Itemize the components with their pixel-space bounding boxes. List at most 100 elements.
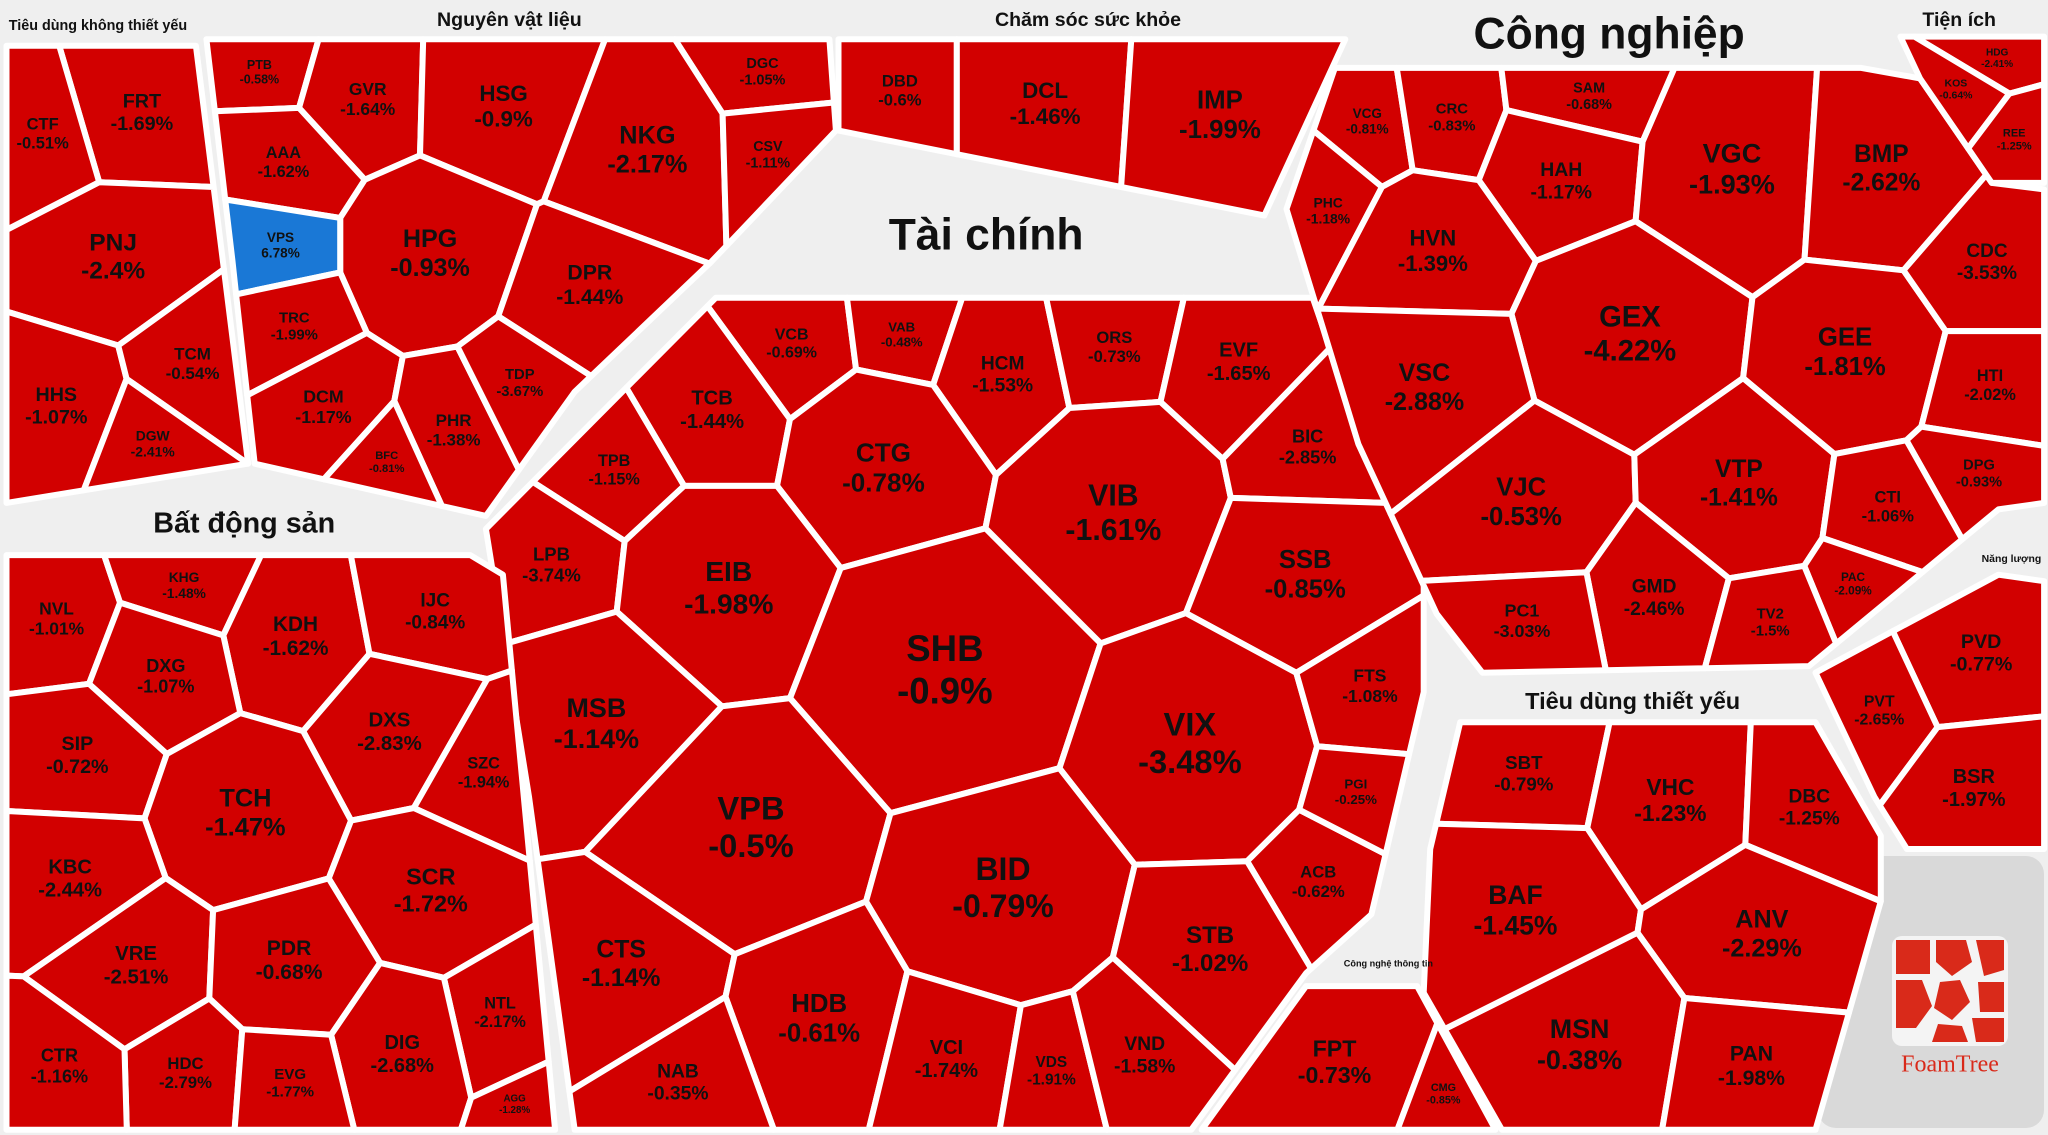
stock-change: -1.47% bbox=[205, 814, 285, 842]
sector-title: Tài chính bbox=[889, 210, 1084, 259]
stock-ticker: CTG bbox=[856, 438, 911, 468]
stock-ticker: HDB bbox=[791, 990, 847, 1018]
stock-change: -2.41% bbox=[131, 443, 175, 459]
stock-change: -1.17% bbox=[295, 407, 352, 427]
stock-ticker: VGC bbox=[1703, 137, 1762, 168]
stock-change: -0.84% bbox=[405, 612, 465, 633]
stock-ticker: TCB bbox=[691, 387, 733, 409]
stock-ticker: VDS bbox=[1036, 1054, 1068, 1071]
stock-ticker: DXS bbox=[368, 709, 410, 731]
sector: VCG-0.81%CRC-0.83%SAM-0.68%HAH-1.17%VGC-… bbox=[1283, 9, 2048, 676]
stock-change: -0.58% bbox=[240, 72, 280, 86]
stock-change: -1.07% bbox=[25, 406, 87, 428]
stock-change: -1.06% bbox=[1862, 508, 1915, 526]
stock-change: -0.9% bbox=[474, 107, 533, 132]
stock-change: -0.64% bbox=[1939, 90, 1973, 102]
stock-change: -0.62% bbox=[1292, 882, 1345, 901]
stock-change: -2.62% bbox=[1842, 169, 1920, 196]
stock-ticker: VCG bbox=[1353, 106, 1382, 121]
stock-cell bbox=[320, 398, 445, 509]
stock-cell bbox=[231, 1026, 358, 1133]
stock-change: -1.77% bbox=[266, 1083, 314, 1100]
stock-change: -3.48% bbox=[1138, 743, 1242, 780]
stock-ticker: FPT bbox=[1313, 1036, 1357, 1062]
stock-change: -0.73% bbox=[1088, 347, 1141, 366]
stock-cell bbox=[3, 972, 130, 1133]
stock-ticker: PAN bbox=[1730, 1042, 1773, 1065]
stock-change: -2.44% bbox=[38, 880, 102, 902]
stock-change: -1.45% bbox=[1473, 911, 1557, 941]
stock-change: -1.44% bbox=[680, 411, 744, 433]
stock-cell bbox=[1296, 743, 1413, 858]
stock-ticker: VHC bbox=[1646, 774, 1694, 800]
stock-ticker: KDH bbox=[273, 613, 318, 636]
stock-ticker: PAC bbox=[1841, 570, 1866, 584]
sector: PTB-0.58% GVR-1.64%HSG-0.9%DGC-1.05%AAA-1… bbox=[203, 9, 839, 519]
stock-change: -0.85% bbox=[1265, 576, 1346, 604]
stock-change: -1.05% bbox=[740, 73, 786, 89]
stock-change: -0.35% bbox=[647, 1084, 708, 1105]
stock-ticker: HDC bbox=[167, 1054, 203, 1073]
stock-cell bbox=[566, 993, 777, 1133]
stock-change: -1.46% bbox=[1010, 104, 1081, 129]
stock-change: -0.93% bbox=[1956, 474, 2002, 490]
stock-ticker: HCM bbox=[981, 353, 1025, 374]
stock-cell bbox=[1819, 437, 1966, 576]
sector-title: Bất động sản bbox=[153, 508, 335, 540]
stock-ticker: SZC bbox=[467, 755, 500, 773]
stock-ticker: NAB bbox=[657, 1061, 699, 1082]
stock-change: -0.6% bbox=[878, 90, 922, 109]
stock-change: -0.53% bbox=[1480, 503, 1562, 531]
stock-change: -3.67% bbox=[496, 384, 543, 400]
stock-cell bbox=[1069, 954, 1239, 1133]
stock-change: -1.28% bbox=[499, 1105, 530, 1116]
stock-change: -1.18% bbox=[1306, 210, 1350, 226]
stock-change: -0.93% bbox=[390, 254, 470, 282]
stock-change: -3.53% bbox=[1957, 263, 2017, 284]
stock-change: -1.11% bbox=[746, 155, 791, 171]
stock-change: -0.9% bbox=[897, 670, 993, 711]
stock-change: -2.02% bbox=[1964, 386, 2016, 404]
stock-change: -1.08% bbox=[1342, 686, 1398, 706]
stock-change: -1.25% bbox=[1997, 140, 2032, 152]
stock-change: -2.09% bbox=[1834, 583, 1872, 597]
stock-ticker: CTR bbox=[41, 1045, 78, 1065]
sector-title: Tiện ích bbox=[1922, 9, 1996, 31]
stock-change: -1.62% bbox=[263, 637, 329, 660]
stock-cell bbox=[1876, 713, 2048, 852]
stock-change: -1.44% bbox=[556, 286, 623, 309]
stock-ticker: CSV bbox=[753, 139, 783, 155]
stock-ticker: PNJ bbox=[89, 230, 137, 257]
stock-change: -2.17% bbox=[607, 150, 687, 178]
stock-ticker: CTI bbox=[1874, 489, 1901, 507]
stock-change: -3.03% bbox=[1494, 621, 1551, 641]
stock-change: -1.5% bbox=[1751, 624, 1790, 640]
stock-ticker: PVD bbox=[1961, 631, 2001, 653]
stock-change: -3.74% bbox=[522, 565, 581, 586]
stock-ticker: SIP bbox=[61, 733, 93, 755]
stock-ticker: NKG bbox=[619, 121, 675, 149]
stock-ticker: DPG bbox=[1963, 458, 1995, 474]
stock-ticker: PHR bbox=[436, 411, 472, 430]
sector-title: Nguyên vật liệu bbox=[437, 9, 582, 31]
stock-ticker: BAF bbox=[1488, 880, 1542, 910]
stock-change: -1.41% bbox=[1700, 484, 1778, 511]
stock-ticker: MSB bbox=[567, 693, 627, 723]
sector: FRT-1.69% CTF-0.51% PNJ-2.4% HHS-1.07% TCM-0… bbox=[3, 18, 252, 506]
stock-change: -2.17% bbox=[474, 1013, 526, 1031]
stock-change: -1.93% bbox=[1689, 168, 1775, 199]
stock-change: -2.46% bbox=[1624, 599, 1685, 620]
stock-cell bbox=[719, 99, 839, 249]
stock-change: -1.81% bbox=[1804, 353, 1886, 381]
stock-ticker: CDC bbox=[1966, 241, 2007, 262]
stock-cell bbox=[457, 1058, 559, 1133]
sector-title: Tiêu dùng thiết yếu bbox=[1525, 688, 1740, 714]
stock-ticker: BMP bbox=[1854, 141, 1909, 168]
stock-ticker: VAB bbox=[888, 319, 915, 334]
stock-change: -1.16% bbox=[31, 1066, 88, 1086]
stock-ticker: VIX bbox=[1164, 705, 1217, 742]
stock-ticker: GEE bbox=[1818, 323, 1872, 351]
stock-change: -1.02% bbox=[1172, 950, 1248, 977]
sector: NVL-1.01%KHG-1.48%KDH-1.62%IJC-0.84%DXG-… bbox=[3, 508, 559, 1133]
stock-ticker: BFC bbox=[375, 450, 398, 462]
